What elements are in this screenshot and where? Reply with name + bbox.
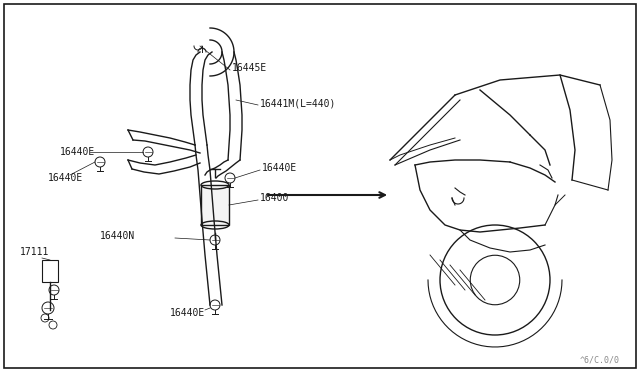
Text: 16441M(L=440): 16441M(L=440) [260, 98, 337, 108]
Text: 17111: 17111 [20, 247, 49, 257]
Text: 16440E: 16440E [170, 308, 205, 318]
Text: 16445E: 16445E [232, 63, 268, 73]
Text: 16440E: 16440E [60, 147, 95, 157]
Text: 16440E: 16440E [262, 163, 297, 173]
Text: 16440N: 16440N [100, 231, 135, 241]
Text: 16440E: 16440E [48, 173, 83, 183]
Text: ^6/C.0/0: ^6/C.0/0 [580, 356, 620, 365]
Bar [201, 185, 229, 225]
Text: 16400: 16400 [260, 193, 289, 203]
Bar [42, 260, 58, 282]
